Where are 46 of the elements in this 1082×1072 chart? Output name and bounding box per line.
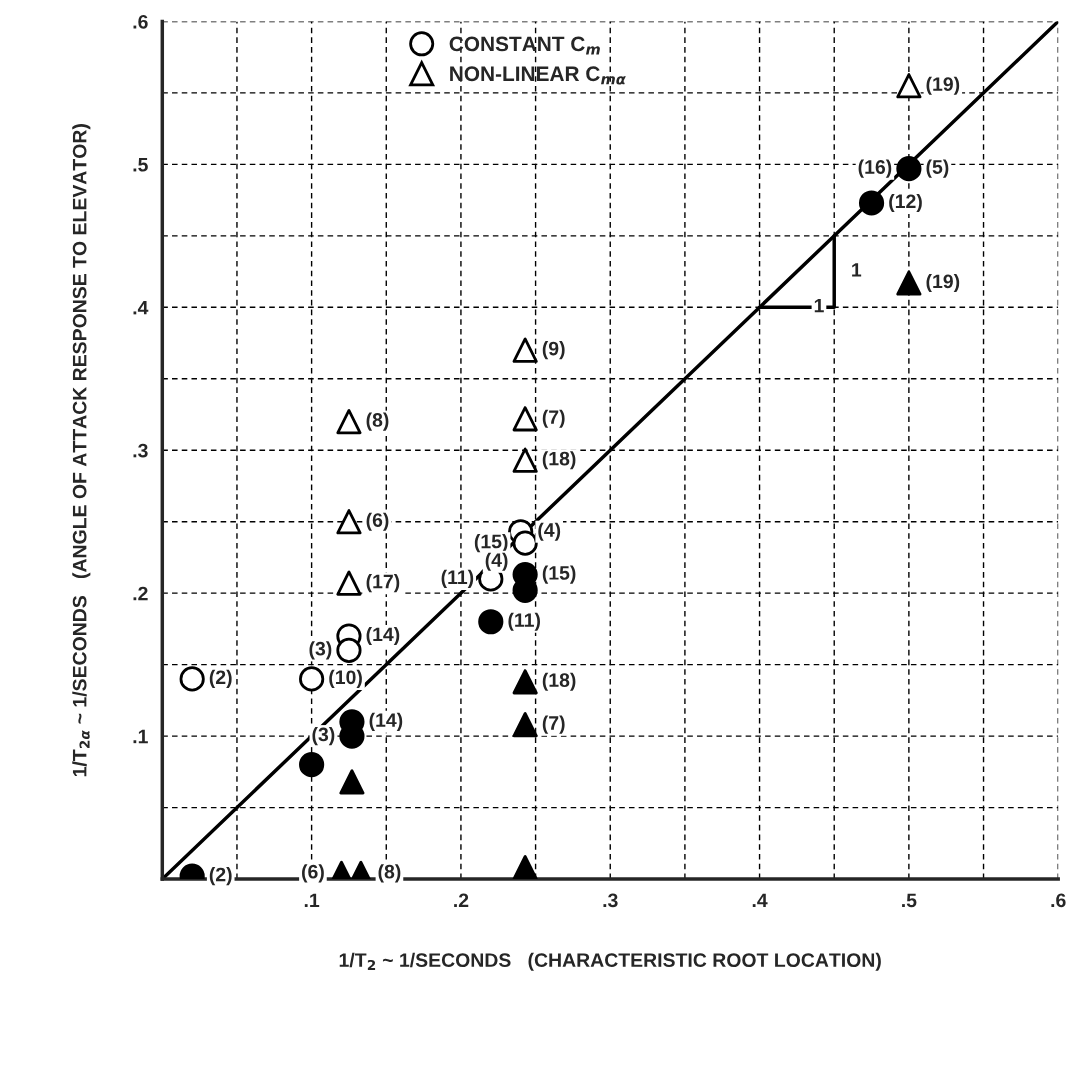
annotation: (15) bbox=[474, 534, 508, 553]
annotation: (8) bbox=[366, 412, 389, 431]
annotation: (7) bbox=[542, 409, 565, 428]
annotation: (4) bbox=[485, 552, 508, 571]
x-tick-label: .3 bbox=[603, 893, 618, 908]
y-tick-label: .3 bbox=[133, 443, 148, 458]
legend-label: CONSTANT C$_{m}$ bbox=[449, 36, 600, 55]
annotation: (6) bbox=[366, 512, 389, 531]
annotation: (9) bbox=[542, 341, 565, 360]
y-axis-title: 1/T$_{2α}$ ~ 1/SECONDS (ANGLE OF ATTACK RESPONSE TO ELEVATOR) bbox=[72, 124, 91, 777]
annotation: (2) bbox=[209, 669, 232, 688]
annotation: 1 bbox=[814, 298, 824, 313]
y-tick-label: .6 bbox=[133, 14, 148, 29]
annotation: (16) bbox=[858, 159, 892, 178]
annotation: (3) bbox=[309, 641, 332, 660]
annotation: (5) bbox=[926, 159, 949, 178]
annotation: (15) bbox=[542, 565, 576, 584]
annotation: (4) bbox=[538, 522, 561, 541]
annotation: (8) bbox=[378, 864, 401, 883]
annotation: (2) bbox=[209, 867, 232, 886]
y-tick-label: .2 bbox=[133, 586, 148, 601]
legend-label: NON-LINEAR C$_{mα}$ bbox=[450, 66, 626, 85]
y-tick-label: .4 bbox=[133, 300, 149, 315]
annotation: (6) bbox=[302, 864, 324, 883]
y-tick-label: .1 bbox=[133, 729, 148, 744]
annotation: (18) bbox=[542, 672, 576, 691]
x-tick-label: .5 bbox=[902, 893, 917, 908]
annotation: (7) bbox=[542, 715, 565, 734]
annotation: (14) bbox=[369, 712, 403, 731]
x-tick-label: .1 bbox=[304, 893, 320, 908]
annotation: (11) bbox=[508, 612, 540, 631]
x-axis-title: 1/T$_{2}$ ~ 1/SECONDS (CHARACTERISTIC ROOT LOCATION) bbox=[339, 952, 881, 971]
annotation: (17) bbox=[366, 574, 400, 593]
annotation: (14) bbox=[366, 626, 400, 646]
annotation: (19) bbox=[926, 76, 960, 95]
x-tick-label: .4 bbox=[752, 893, 768, 908]
annotation: (19) bbox=[926, 273, 960, 293]
annotation: (10) bbox=[329, 669, 362, 688]
annotation: (3) bbox=[312, 727, 335, 746]
annotation: (18) bbox=[542, 451, 576, 470]
annotation: (11) bbox=[441, 569, 474, 588]
x-tick-label: .6 bbox=[1051, 893, 1066, 908]
y-tick-label: .5 bbox=[133, 158, 148, 172]
annotation: (12) bbox=[889, 193, 922, 213]
annotation: 1 bbox=[852, 263, 862, 277]
x-tick-label: .2 bbox=[454, 893, 469, 908]
